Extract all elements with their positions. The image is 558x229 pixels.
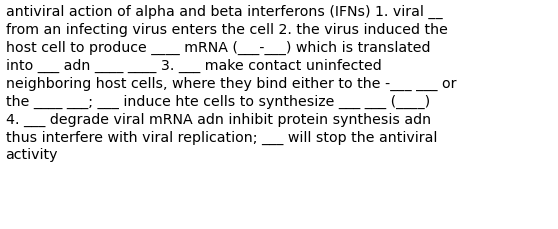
Text: antiviral action of alpha and beta interferons (IFNs) 1. viral __
from an infect: antiviral action of alpha and beta inter… <box>6 5 456 162</box>
